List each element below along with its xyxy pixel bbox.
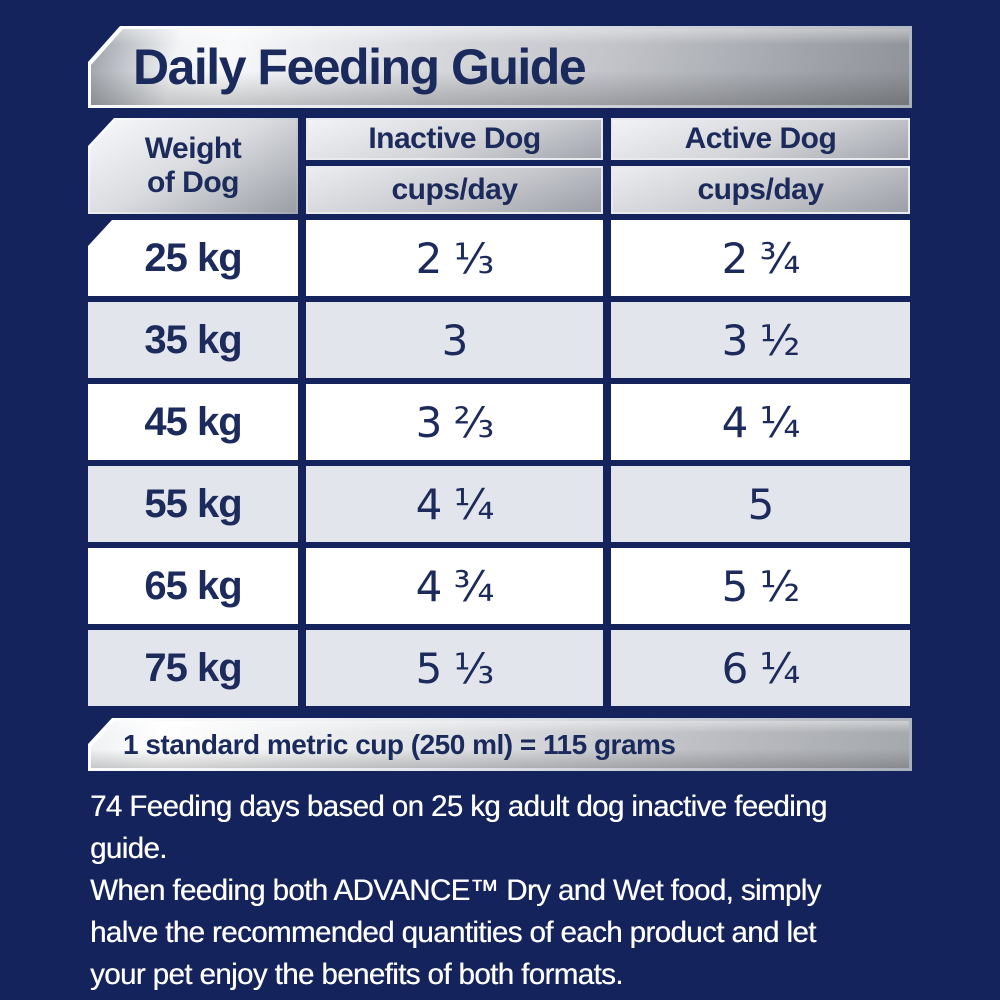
inactive-value-cell: 2 ⅓ — [306, 220, 603, 296]
weight-header-line2: of Dog — [147, 166, 239, 199]
active-dog-header: Active Dog — [611, 118, 910, 160]
table-header: Weight of Dog Inactive Dog Active Dog cu… — [88, 118, 912, 214]
weight-cell: 25 kg — [88, 220, 298, 296]
weight-value: 35 kg — [144, 317, 242, 362]
weight-header-line1: Weight — [144, 132, 242, 165]
active-value-cell: 3 ½ — [611, 302, 910, 378]
active-value-cell: 2 ¾ — [611, 220, 910, 296]
active-value: 3 ½ — [721, 315, 801, 365]
active-value: 5 — [747, 479, 775, 529]
active-value: 6 ¼ — [721, 643, 801, 693]
page-title: Daily Feeding Guide — [133, 39, 587, 95]
active-value: 4 ¼ — [721, 397, 801, 447]
table-row: 65 kg 4 ¾ 5 ½ — [88, 548, 912, 624]
note-line: When feeding both ADVANCE™ Dry and Wet f… — [90, 874, 821, 907]
note-line: halve the recommended quantities of each… — [90, 916, 816, 949]
table-row: 45 kg 3 ⅔ 4 ¼ — [88, 384, 912, 460]
inactive-value: 3 — [441, 315, 469, 365]
weight-cell: 45 kg — [88, 384, 298, 460]
inactive-value-cell: 3 ⅔ — [306, 384, 603, 460]
inactive-value-cell: 5 ⅓ — [306, 630, 603, 706]
weight-header-face: Weight of Dog — [90, 120, 296, 212]
cup-conversion-text: 1 standard metric cup (250 ml) = 115 gra… — [123, 728, 676, 760]
inactive-value: 4 ¼ — [415, 479, 495, 529]
weight-cell: 75 kg — [88, 630, 298, 706]
inactive-value-cell: 3 — [306, 302, 603, 378]
inactive-value: 5 ⅓ — [415, 643, 495, 693]
active-value: 5 ½ — [721, 561, 801, 611]
cup-conversion-bar: 1 standard metric cup (250 ml) = 115 gra… — [88, 718, 912, 771]
table-row: 35 kg 3 3 ½ — [88, 302, 912, 378]
table-row: 55 kg 4 ¼ 5 — [88, 466, 912, 542]
table-row: 25 kg 2 ⅓ 2 ¾ — [88, 220, 912, 296]
weight-cell: 55 kg — [88, 466, 298, 542]
weight-value: 75 kg — [144, 645, 242, 690]
active-value-cell: 5 — [611, 466, 910, 542]
active-value-cell: 5 ½ — [611, 548, 910, 624]
inactive-value-cell: 4 ¾ — [306, 548, 603, 624]
weight-value: 45 kg — [144, 399, 242, 444]
active-value: 2 ¾ — [721, 233, 801, 283]
table-row: 75 kg 5 ⅓ 6 ¼ — [88, 630, 912, 706]
weight-cell: 35 kg — [88, 302, 298, 378]
title-banner: Daily Feeding Guide — [88, 26, 912, 108]
inactive-dog-header: Inactive Dog — [306, 118, 603, 160]
feeding-table: Weight of Dog Inactive Dog Active Dog cu… — [88, 118, 912, 706]
note-line: 74 Feeding days based on 25 kg adult dog… — [90, 790, 827, 823]
inactive-units-cell: cups/day — [306, 166, 603, 214]
inactive-value: 3 ⅔ — [415, 397, 495, 447]
conversion-bar-face: 1 standard metric cup (250 ml) = 115 gra… — [91, 721, 909, 768]
mixed-feeding-note: When feeding both ADVANCE™ Dry and Wet f… — [90, 870, 922, 996]
inactive-value-cell: 4 ¼ — [306, 466, 603, 542]
weight-value: 25 kg — [144, 235, 242, 280]
weight-cell: 65 kg — [88, 548, 298, 624]
note-line: guide. — [90, 832, 167, 865]
weight-of-dog-header: Weight of Dog — [88, 118, 298, 214]
active-value-cell: 4 ¼ — [611, 384, 910, 460]
weight-value: 65 kg — [144, 563, 242, 608]
active-value-cell: 6 ¼ — [611, 630, 910, 706]
active-units-cell: cups/day — [611, 166, 910, 214]
banner-face: Daily Feeding Guide — [91, 29, 909, 105]
inactive-value: 2 ⅓ — [415, 233, 495, 283]
feeding-days-note: 74 Feeding days based on 25 kg adult dog… — [90, 786, 922, 870]
note-line: your pet enjoy the benefits of both form… — [90, 958, 623, 991]
weight-value: 55 kg — [144, 481, 242, 526]
inactive-value: 4 ¾ — [415, 561, 495, 611]
